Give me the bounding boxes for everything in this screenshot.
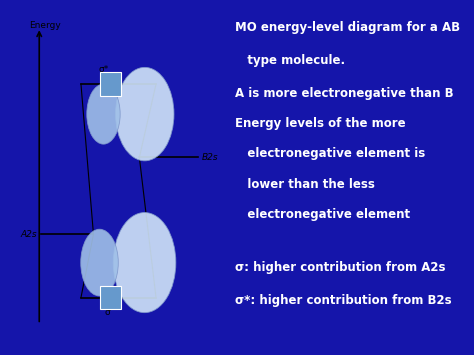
Text: A is more electronegative than B: A is more electronegative than B: [235, 87, 454, 100]
Text: Energy levels of the more: Energy levels of the more: [235, 118, 405, 130]
Text: A2s: A2s: [20, 230, 37, 239]
Text: B2s: B2s: [202, 153, 219, 162]
Text: electronegative element: electronegative element: [235, 208, 410, 220]
Text: σ: σ: [104, 308, 110, 317]
Text: σ*: σ*: [99, 65, 109, 74]
Ellipse shape: [87, 84, 120, 144]
Bar: [100, 286, 120, 309]
Text: MO energy-level diagram for a AB: MO energy-level diagram for a AB: [235, 21, 460, 34]
Text: σ: higher contribution from A2s: σ: higher contribution from A2s: [235, 261, 445, 274]
Ellipse shape: [116, 67, 174, 161]
Text: type molecule.: type molecule.: [235, 54, 345, 67]
Text: lower than the less: lower than the less: [235, 178, 374, 191]
Ellipse shape: [81, 229, 118, 296]
Bar: [100, 72, 120, 96]
Text: σ*: higher contribution from B2s: σ*: higher contribution from B2s: [235, 294, 451, 307]
Ellipse shape: [113, 213, 176, 313]
Text: electronegative element is: electronegative element is: [235, 147, 425, 160]
Text: Energy: Energy: [29, 21, 61, 30]
